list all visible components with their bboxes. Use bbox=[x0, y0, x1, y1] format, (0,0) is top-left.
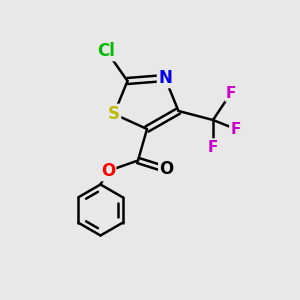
Text: F: F bbox=[230, 122, 241, 136]
Text: F: F bbox=[208, 140, 218, 154]
Text: N: N bbox=[158, 69, 172, 87]
Text: O: O bbox=[159, 160, 174, 178]
Text: O: O bbox=[101, 162, 115, 180]
Text: F: F bbox=[226, 85, 236, 100]
Text: Cl: Cl bbox=[98, 42, 116, 60]
Text: S: S bbox=[108, 105, 120, 123]
